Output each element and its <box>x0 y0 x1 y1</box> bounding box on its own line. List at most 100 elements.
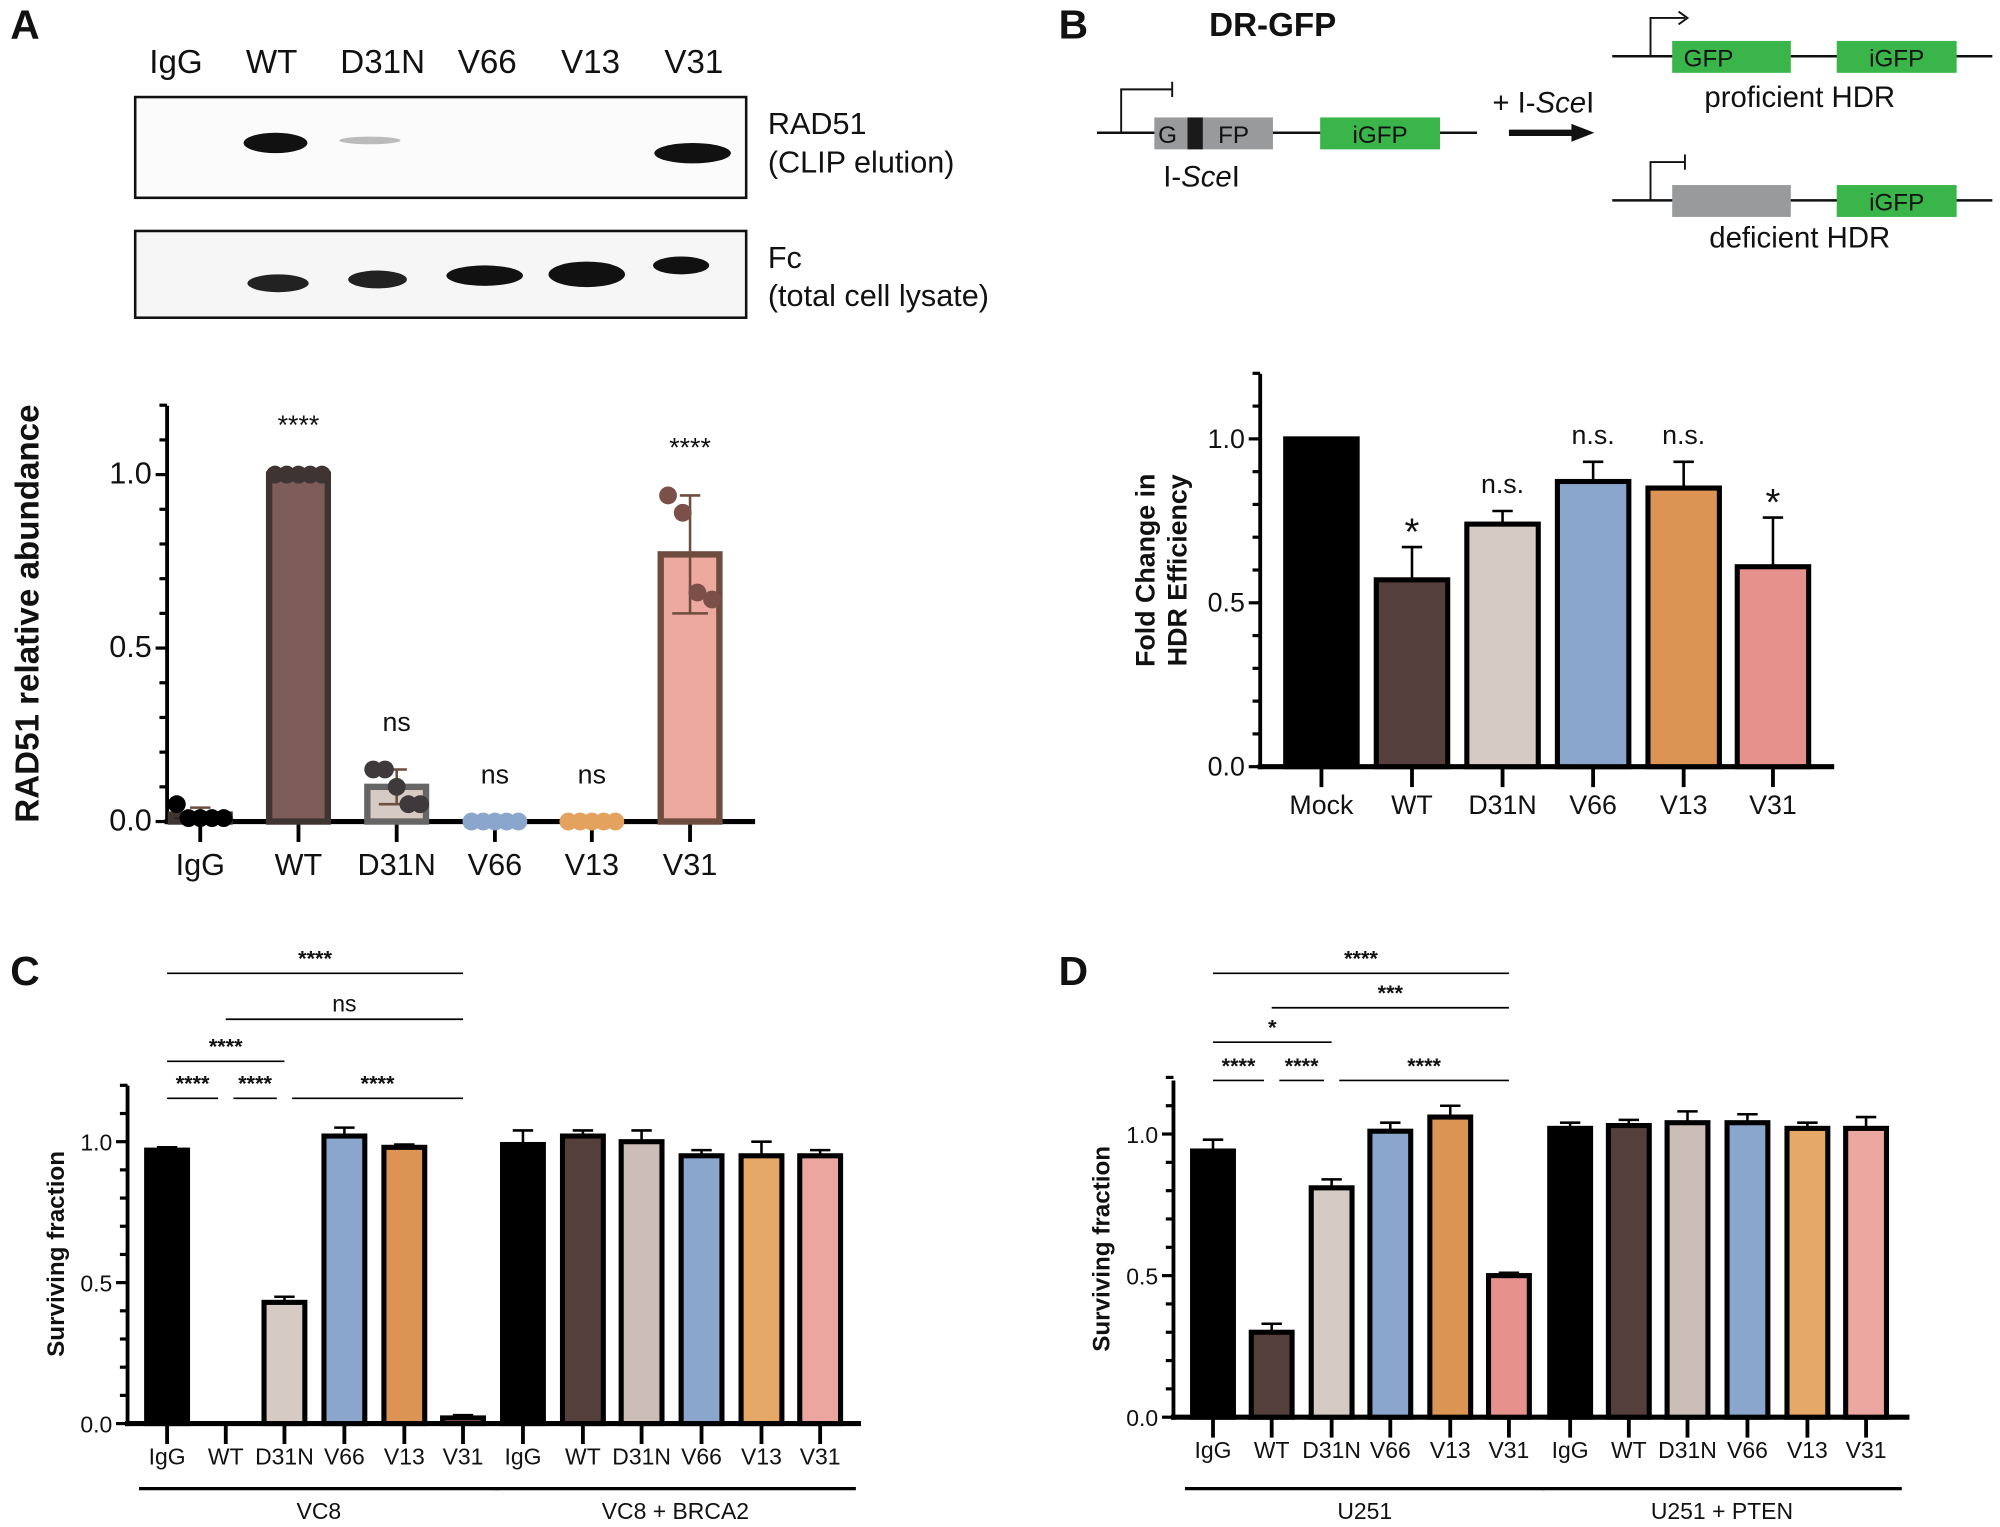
bar <box>1724 1120 1771 1420</box>
lane-label: V31 <box>664 44 723 81</box>
x-tick-label: Mock <box>1289 790 1354 820</box>
chart-hdr-efficiency: 0.0 0.5 1.0 Fold Change in HDR Efficiency Moc… <box>1130 371 1835 820</box>
y-axis-label: Fold Change in <box>1130 474 1160 667</box>
bar <box>1784 1125 1831 1420</box>
comparison-label: **** <box>1285 1053 1319 1078</box>
bar <box>618 1139 665 1427</box>
bar <box>1464 521 1541 770</box>
panel-label-b: B <box>1059 1 1088 47</box>
x-tick-label: V66 <box>1370 1437 1411 1463</box>
blot-band <box>247 274 309 293</box>
significance-label: n.s. <box>1481 469 1524 499</box>
x-tick-label: V31 <box>1749 790 1797 820</box>
y-axis-label: RAD51 relative abundance <box>9 404 46 822</box>
bar <box>265 471 331 825</box>
x-tick-label: V66 <box>324 1443 365 1469</box>
bar <box>1485 1273 1532 1420</box>
y-tick-label: 0.0 <box>1126 1405 1158 1431</box>
blot-membrane-rad51 <box>133 95 748 200</box>
bar <box>797 1153 844 1427</box>
x-tick-label: V31 <box>800 1443 841 1469</box>
gene-igfp <box>1320 117 1441 150</box>
bar <box>1734 564 1812 770</box>
x-tick-label: IgG <box>1552 1437 1589 1463</box>
group-label: VC8 <box>297 1498 342 1524</box>
x-tick-label: WT <box>565 1443 601 1469</box>
data-point <box>509 812 528 831</box>
promoter-icon <box>1120 88 1173 133</box>
bar <box>261 1299 308 1427</box>
chart-rad51-abundance: 0.0 0.5 1.0 RAD51 relative abundance IgG WT **… <box>9 403 756 882</box>
data-point <box>387 777 406 796</box>
comparison-label: **** <box>209 1034 243 1059</box>
comparison-label: **** <box>1407 1053 1441 1078</box>
bar <box>1664 1120 1711 1420</box>
significance-label: * <box>1766 481 1781 524</box>
gene-gray <box>1672 185 1791 217</box>
x-tick-label: V31 <box>1489 1437 1530 1463</box>
group-label: U251 <box>1337 1498 1392 1524</box>
x-tick-label: V13 <box>1660 790 1708 820</box>
chart-vc8-survival: 0.0 0.5 1.0 Surviving fraction IgG WT D31N V66 V… <box>43 946 861 1524</box>
x-tick-label: WT <box>275 848 323 882</box>
x-tick-label: V13 <box>741 1443 782 1469</box>
x-tick-label: V13 <box>384 1443 425 1469</box>
x-tick-label: D31N <box>612 1443 671 1469</box>
bar <box>500 1141 546 1427</box>
gene-label: iGFP <box>1869 190 1924 217</box>
arrow-label: + I-SceI <box>1492 86 1594 119</box>
x-tick-label: V13 <box>1787 1437 1828 1463</box>
panel-label-a: A <box>10 1 39 47</box>
data-point <box>376 760 394 779</box>
significance-label: ns <box>578 759 606 789</box>
comparison-label: * <box>1268 1015 1277 1040</box>
lane-label: IgG <box>149 44 202 81</box>
x-tick-label: V31 <box>1846 1437 1887 1463</box>
blot-band <box>654 142 731 164</box>
blot-label-rad51-sub: (CLIP elution) <box>768 145 955 179</box>
promoter-icon <box>1649 161 1685 201</box>
bar <box>738 1153 785 1427</box>
group-label: U251 + PTEN <box>1651 1498 1793 1524</box>
gene-label: G <box>1158 122 1177 149</box>
y-tick-label: 1.0 <box>1208 424 1245 454</box>
x-tick-label: WT <box>1254 1437 1290 1463</box>
x-tick-label: D31N <box>1658 1437 1717 1463</box>
y-tick-label: 0.5 <box>109 630 152 664</box>
blot-band <box>548 261 625 288</box>
bar <box>559 1133 606 1427</box>
x-tick-label: D31N <box>255 1443 314 1469</box>
blot-band <box>653 256 710 275</box>
bar <box>1843 1125 1890 1420</box>
y-axis-label: Surviving fraction <box>1089 1146 1116 1352</box>
lane-label: WT <box>246 44 298 81</box>
data-point <box>659 486 677 505</box>
y-tick-label: 0.5 <box>1208 588 1245 618</box>
significance-label: n.s. <box>1572 420 1615 450</box>
data-point <box>214 809 233 827</box>
x-tick-label: WT <box>208 1443 244 1469</box>
site-label: I-SceI <box>1163 160 1240 193</box>
x-tick-label: V66 <box>681 1443 722 1469</box>
bar <box>381 1144 428 1427</box>
comparison-label: **** <box>1344 946 1378 971</box>
lane-label: V66 <box>458 44 517 81</box>
comparison-label: **** <box>298 946 332 971</box>
gene-gfp-disrupted <box>1154 117 1273 150</box>
x-tick-label: IgG <box>176 848 225 882</box>
gene-igfp <box>1836 40 1957 73</box>
gene-label: GFP <box>1684 45 1734 72</box>
bar <box>1605 1122 1652 1420</box>
comparison-label: **** <box>1222 1053 1256 1078</box>
comparison-label: *** <box>1378 980 1404 1005</box>
y-tick-label: 0.5 <box>80 1271 112 1297</box>
y-tick-label: 0.0 <box>1208 752 1245 782</box>
lane-label: D31N <box>340 44 425 81</box>
bar <box>1283 436 1360 770</box>
significance-label: **** <box>278 410 320 440</box>
y-tick-label: 1.0 <box>109 457 152 491</box>
dr-gfp-diagram: DR-GFP G FP iGFP I-SceI + I-SceI GFP iGF… <box>1096 7 1993 255</box>
bar <box>144 1147 191 1427</box>
data-point <box>411 795 430 814</box>
